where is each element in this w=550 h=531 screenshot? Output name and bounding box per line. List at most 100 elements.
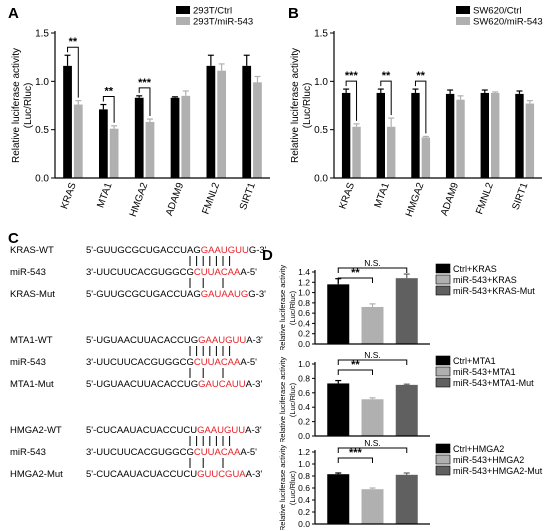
bar (242, 65, 252, 178)
sequence-block: HMGA2-WT 5'-CUCAAUACUACCUCUGAAUGUUA-3' miR… (0, 425, 262, 505)
legend-swatch (435, 377, 451, 388)
significance-label: ** (351, 359, 360, 371)
sequence-suffix: A-5' (240, 267, 257, 278)
legend-label: miR-543+HMGA2 (453, 455, 524, 465)
bar (376, 92, 385, 178)
significance-label: ** (104, 86, 113, 98)
bar (99, 109, 108, 178)
sequence-name: MTA1-Mut (10, 379, 54, 390)
sequence-suffix: A-5' (240, 357, 257, 368)
y-tick-label: 1.0 (298, 288, 310, 298)
significance-label: ** (69, 36, 78, 48)
category-label: SIRT1 (511, 181, 531, 212)
bar (341, 92, 351, 178)
significance-label: ** (416, 70, 425, 82)
bar (395, 278, 418, 344)
y-tick-label: 0.8 (298, 298, 310, 308)
significance-label: *** (345, 70, 359, 82)
bar (361, 489, 384, 524)
legend-swatch (435, 454, 451, 465)
category-label: KRAS (59, 181, 79, 211)
bar (206, 65, 216, 178)
y-axis-label: Relative luciferase activity (278, 357, 287, 442)
legend-swatch (456, 17, 470, 25)
sequence-seed: GAUCAUU (198, 379, 246, 390)
chart-d2: 0.0 0.2 0.4 0.6 0.8 1.0 Relative luciferase ac… (278, 352, 534, 442)
bar (361, 399, 384, 436)
sequence-seed: GAUAAUG (200, 289, 249, 300)
bar (181, 95, 191, 178)
bar (491, 92, 500, 178)
legend-label: Ctrl+HMGA2 (453, 444, 504, 454)
legend-swatch (176, 17, 190, 25)
sequence-text: 5'-CUCAAUACUACCUCUGAAUGUUA-3' (86, 425, 262, 436)
sequence-suffix: G-3' (248, 245, 267, 256)
sequence-seed: GAAUGUU (198, 335, 247, 346)
sequence-suffix: G-3' (248, 289, 266, 300)
legend-swatch (435, 443, 451, 454)
bar (63, 65, 72, 178)
significance-label: ** (382, 70, 391, 82)
sequence-prefix: 3'-UUCUUCACGUGGCG (86, 357, 194, 368)
legend-label: miR-543+MTA1-Mut (453, 378, 534, 388)
sequence-seed: GUUCGUA (197, 469, 246, 480)
category-label: ADAM9 (164, 181, 186, 218)
category-label: HMGA2 (128, 181, 151, 219)
bar (134, 97, 144, 178)
significance-label: *** (349, 447, 363, 459)
sequence-name: HMGA2-WT (10, 425, 62, 436)
category-label: FMNL2 (474, 181, 496, 216)
significance-bracket (337, 359, 408, 365)
legend-label: 293T/Ctrl (193, 6, 232, 17)
sequence-text: 5'-UGUAACUUACACCUGGAAUGUUA-3' (86, 335, 263, 346)
bar (387, 126, 396, 178)
y-tick-label: 0.5 (35, 125, 49, 136)
category-label: MTA1 (95, 181, 114, 210)
y-axis-label: Relative luciferase activity (290, 48, 301, 163)
legend-label: miR-543+MTA1 (453, 367, 516, 377)
significance-bracket (337, 277, 373, 283)
bar (456, 99, 465, 178)
bar (327, 383, 350, 436)
y-tick-label: 0.8 (298, 471, 310, 481)
sequence-block: MTA1-WT 5'-UGUAACUUACACCUGGAAUGUUA-3' miR-… (0, 335, 263, 415)
sequence-block: KRAS-WT 5'-GUUGCGCUGACCUAGGAAUGUUG-3' miR-… (0, 245, 266, 325)
sequence-text: 5'-UGUAACUUACACCUGGAUCAUUA-3' (86, 379, 262, 390)
significance-bracket (414, 80, 427, 134)
legend-swatch (435, 366, 451, 377)
y-tick-label: 0.0 (314, 174, 328, 185)
sequence-seed: GAAUGUU (197, 425, 246, 436)
bar (170, 97, 180, 178)
sequence-suffix: A-3' (245, 379, 263, 390)
y-axis-label: (Luc/Rluc) (302, 83, 313, 129)
y-tick-label: 0.0 (298, 339, 310, 349)
significance-bracket (345, 80, 358, 121)
y-axis-label: (Luc/Rluc) (288, 382, 297, 417)
legend-label: Ctrl+KRAS (453, 264, 497, 274)
y-tick-label: 0.2 (298, 417, 310, 427)
bar (217, 70, 226, 178)
base-pair-lines (189, 346, 231, 378)
sequence-seed: CUUACAA (193, 357, 241, 368)
category-label: ADAM9 (439, 181, 461, 218)
bar (352, 126, 361, 178)
y-tick-label: 1.5 (314, 29, 328, 40)
significance-label: N.S. (364, 440, 381, 448)
legend-swatch (435, 465, 451, 476)
bar (73, 104, 83, 178)
chart-d1: 0.00.20.40.60.81.01.21.4 Relative lucifer… (278, 260, 535, 350)
sequence-text: 5'-CUCAAUACUACCUCUGUUCGUAA-3' (86, 469, 262, 480)
sequence-seed: CUUACAA (193, 267, 241, 278)
category-label: MTA1 (373, 181, 392, 210)
y-tick-label: 1.0 (298, 359, 310, 369)
bar (515, 93, 524, 178)
sequence-text: 3'-UUCUUCACGUGGCGCUUACAAA-5' (86, 447, 257, 458)
y-axis-label: Relative luciferase activity (278, 445, 287, 530)
legend-label: Ctrl+MTA1 (453, 356, 496, 366)
sequence-name: miR-543 (10, 357, 46, 368)
sequence-name: miR-543 (10, 447, 46, 458)
y-tick-label: 1.2 (298, 277, 310, 287)
bar (395, 474, 418, 524)
legend-label: 293T/miR-543 (193, 17, 253, 28)
significance-label: *** (138, 77, 152, 89)
